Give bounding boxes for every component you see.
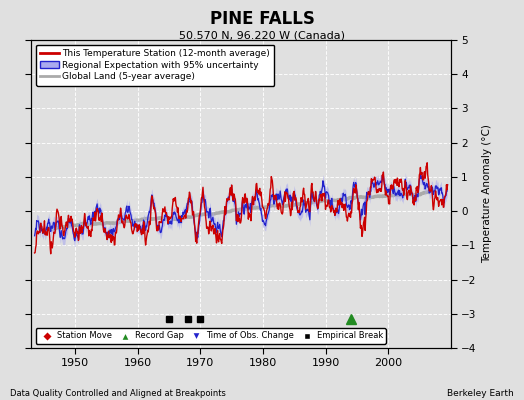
Legend: Station Move, Record Gap, Time of Obs. Change, Empirical Break: Station Move, Record Gap, Time of Obs. C… <box>36 328 386 344</box>
Text: PINE FALLS: PINE FALLS <box>210 10 314 28</box>
Text: Data Quality Controlled and Aligned at Breakpoints: Data Quality Controlled and Aligned at B… <box>10 389 226 398</box>
Y-axis label: Temperature Anomaly (°C): Temperature Anomaly (°C) <box>482 124 492 264</box>
Text: Berkeley Earth: Berkeley Earth <box>447 389 514 398</box>
Text: 50.570 N, 96.220 W (Canada): 50.570 N, 96.220 W (Canada) <box>179 30 345 40</box>
